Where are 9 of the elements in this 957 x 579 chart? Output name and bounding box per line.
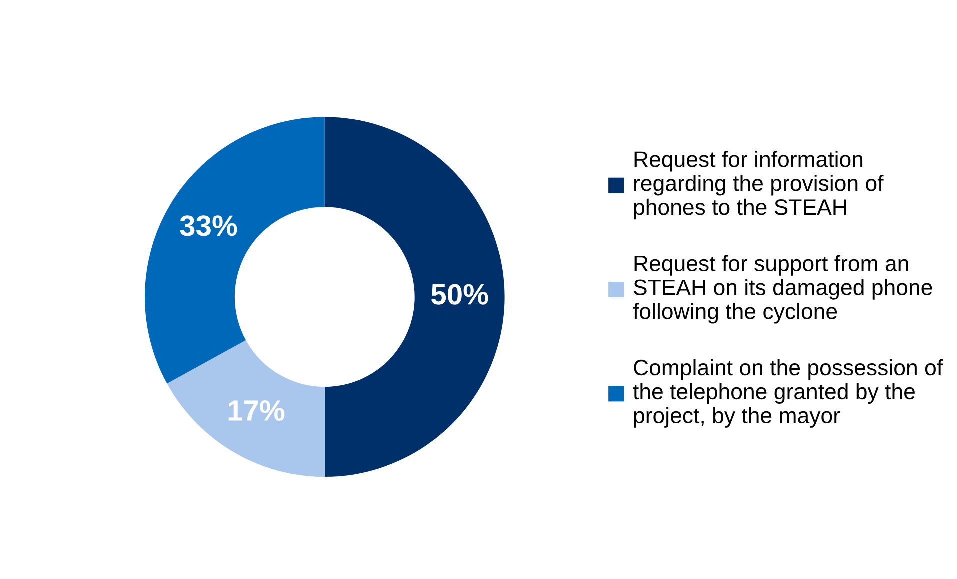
data-label: 50%	[432, 284, 488, 305]
legend-label: Request for information regarding the provision of phones to the STEAH	[634, 151, 884, 220]
donut-slice	[167, 340, 325, 477]
data-label: 17%	[228, 400, 285, 421]
donut-slice	[324, 117, 505, 477]
donut-slice	[145, 117, 325, 384]
data-label: 33%	[180, 216, 238, 236]
legend-label: Complaint on the possession of the telephone granted by the project, by the mayor	[633, 359, 944, 428]
legend-label: Request for support from an STEAH on its damaged phone following the cyclone	[633, 255, 932, 324]
